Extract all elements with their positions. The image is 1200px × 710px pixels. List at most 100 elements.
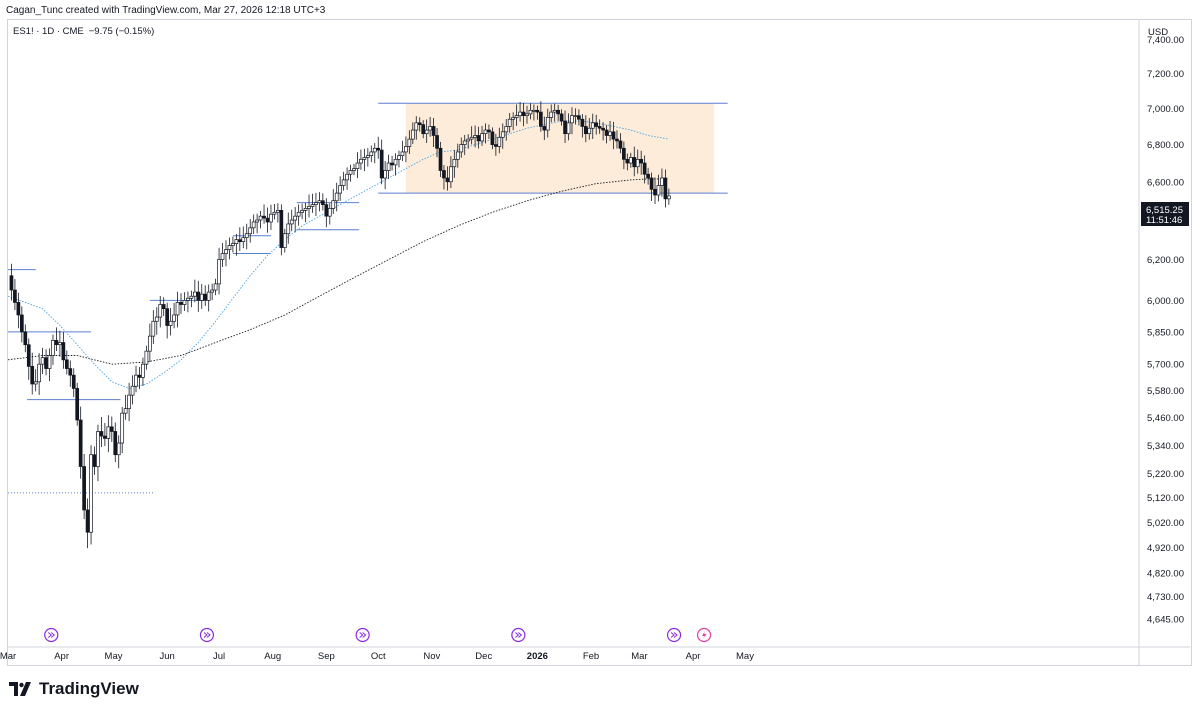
candle-body[interactable] <box>410 129 415 140</box>
candle-body[interactable] <box>431 126 436 136</box>
candle-body[interactable] <box>583 126 588 135</box>
candle-body[interactable] <box>175 302 180 316</box>
candle-body[interactable] <box>545 117 550 131</box>
candle-body[interactable] <box>462 140 467 145</box>
candle-body[interactable] <box>241 237 246 242</box>
candle-body[interactable] <box>400 151 405 156</box>
candle-body[interactable] <box>345 173 349 181</box>
candle-body[interactable] <box>82 466 86 511</box>
candle-body[interactable] <box>37 363 41 383</box>
candle-body[interactable] <box>407 138 412 147</box>
candle-body[interactable] <box>535 109 540 113</box>
candle-body[interactable] <box>182 300 187 305</box>
candle-body[interactable] <box>608 131 612 136</box>
candle-body[interactable] <box>206 291 211 301</box>
candle-body[interactable] <box>92 454 97 467</box>
candle-body[interactable] <box>590 122 595 129</box>
candle-body[interactable] <box>272 211 277 215</box>
candle-body[interactable] <box>359 158 363 164</box>
candle-body[interactable] <box>289 219 294 225</box>
candle-body[interactable] <box>26 344 31 367</box>
candle-body[interactable] <box>109 426 114 432</box>
candle-body[interactable] <box>217 259 221 285</box>
candle-body[interactable] <box>213 283 218 291</box>
event-marker-icon[interactable] <box>355 627 370 643</box>
candle-body[interactable] <box>293 215 298 221</box>
candle-body[interactable] <box>428 126 432 131</box>
candle-body[interactable] <box>376 147 381 151</box>
candle-body[interactable] <box>417 122 422 125</box>
candle-body[interactable] <box>355 162 360 169</box>
candle-body[interactable] <box>497 136 502 147</box>
candle-body[interactable] <box>622 147 626 160</box>
candle-body[interactable] <box>54 340 59 346</box>
candle-body[interactable] <box>611 131 616 140</box>
candle-body[interactable] <box>44 357 48 369</box>
candle-body[interactable] <box>16 302 21 316</box>
candle-body[interactable] <box>61 342 66 361</box>
candle-body[interactable] <box>469 136 474 140</box>
candle-body[interactable] <box>262 215 266 219</box>
candle-body[interactable] <box>334 192 339 202</box>
candle-body[interactable] <box>237 239 242 242</box>
candle-body[interactable] <box>625 158 630 164</box>
candle-body[interactable] <box>424 129 429 135</box>
candle-body[interactable] <box>19 314 24 333</box>
candle-body[interactable] <box>449 166 453 183</box>
candle-body[interactable] <box>580 118 585 127</box>
candle-body[interactable] <box>234 239 239 244</box>
candle-body[interactable] <box>141 363 145 378</box>
candle-body[interactable] <box>667 195 671 200</box>
candle-body[interactable] <box>64 359 69 369</box>
candle-body[interactable] <box>383 170 387 179</box>
candle-body[interactable] <box>653 188 657 196</box>
candle-body[interactable] <box>487 129 491 133</box>
candle-body[interactable] <box>494 144 498 147</box>
candle-body[interactable] <box>521 111 526 117</box>
candle-body[interactable] <box>120 412 125 444</box>
candle-body[interactable] <box>203 293 208 301</box>
candle-body[interactable] <box>227 245 232 250</box>
candle-body[interactable] <box>372 147 377 153</box>
event-marker-icon[interactable] <box>511 627 526 643</box>
candle-body[interactable] <box>321 200 325 205</box>
candle-body[interactable] <box>251 221 256 229</box>
candle-body[interactable] <box>127 394 131 409</box>
candle-body[interactable] <box>151 320 156 337</box>
candle-body[interactable] <box>390 162 394 166</box>
candle-body[interactable] <box>51 340 55 356</box>
candle-body[interactable] <box>369 151 374 156</box>
candle-body[interactable] <box>386 162 391 171</box>
candle-body[interactable] <box>9 275 14 291</box>
candle-body[interactable] <box>597 126 602 129</box>
candle-body[interactable] <box>244 233 249 239</box>
candle-body[interactable] <box>573 115 578 118</box>
candle-body[interactable] <box>615 138 619 142</box>
candle-body[interactable] <box>189 295 194 299</box>
candle-body[interactable] <box>96 431 100 467</box>
candle-body[interactable] <box>549 111 554 118</box>
candle-body[interactable] <box>504 126 509 133</box>
candle-body[interactable] <box>13 289 17 303</box>
candle-body[interactable] <box>507 118 512 127</box>
candle-body[interactable] <box>224 249 228 254</box>
candle-body[interactable] <box>310 204 315 207</box>
candle-body[interactable] <box>248 227 253 235</box>
candle-body[interactable] <box>269 213 273 223</box>
candle-body[interactable] <box>455 151 460 160</box>
candle-body[interactable] <box>168 320 173 326</box>
candle-body[interactable] <box>103 435 107 439</box>
candle-body[interactable] <box>47 355 52 369</box>
candle-body[interactable] <box>58 342 62 346</box>
candle-body[interactable] <box>628 157 633 164</box>
candle-body[interactable] <box>362 157 367 160</box>
candle-body[interactable] <box>255 219 259 223</box>
candle-body[interactable] <box>421 124 426 135</box>
candle-body[interactable] <box>303 208 308 211</box>
candle-body[interactable] <box>265 217 270 223</box>
candle-body[interactable] <box>161 304 166 310</box>
candle-body[interactable] <box>106 426 111 439</box>
candle-body[interactable] <box>601 127 605 131</box>
candle-body[interactable] <box>511 117 516 120</box>
